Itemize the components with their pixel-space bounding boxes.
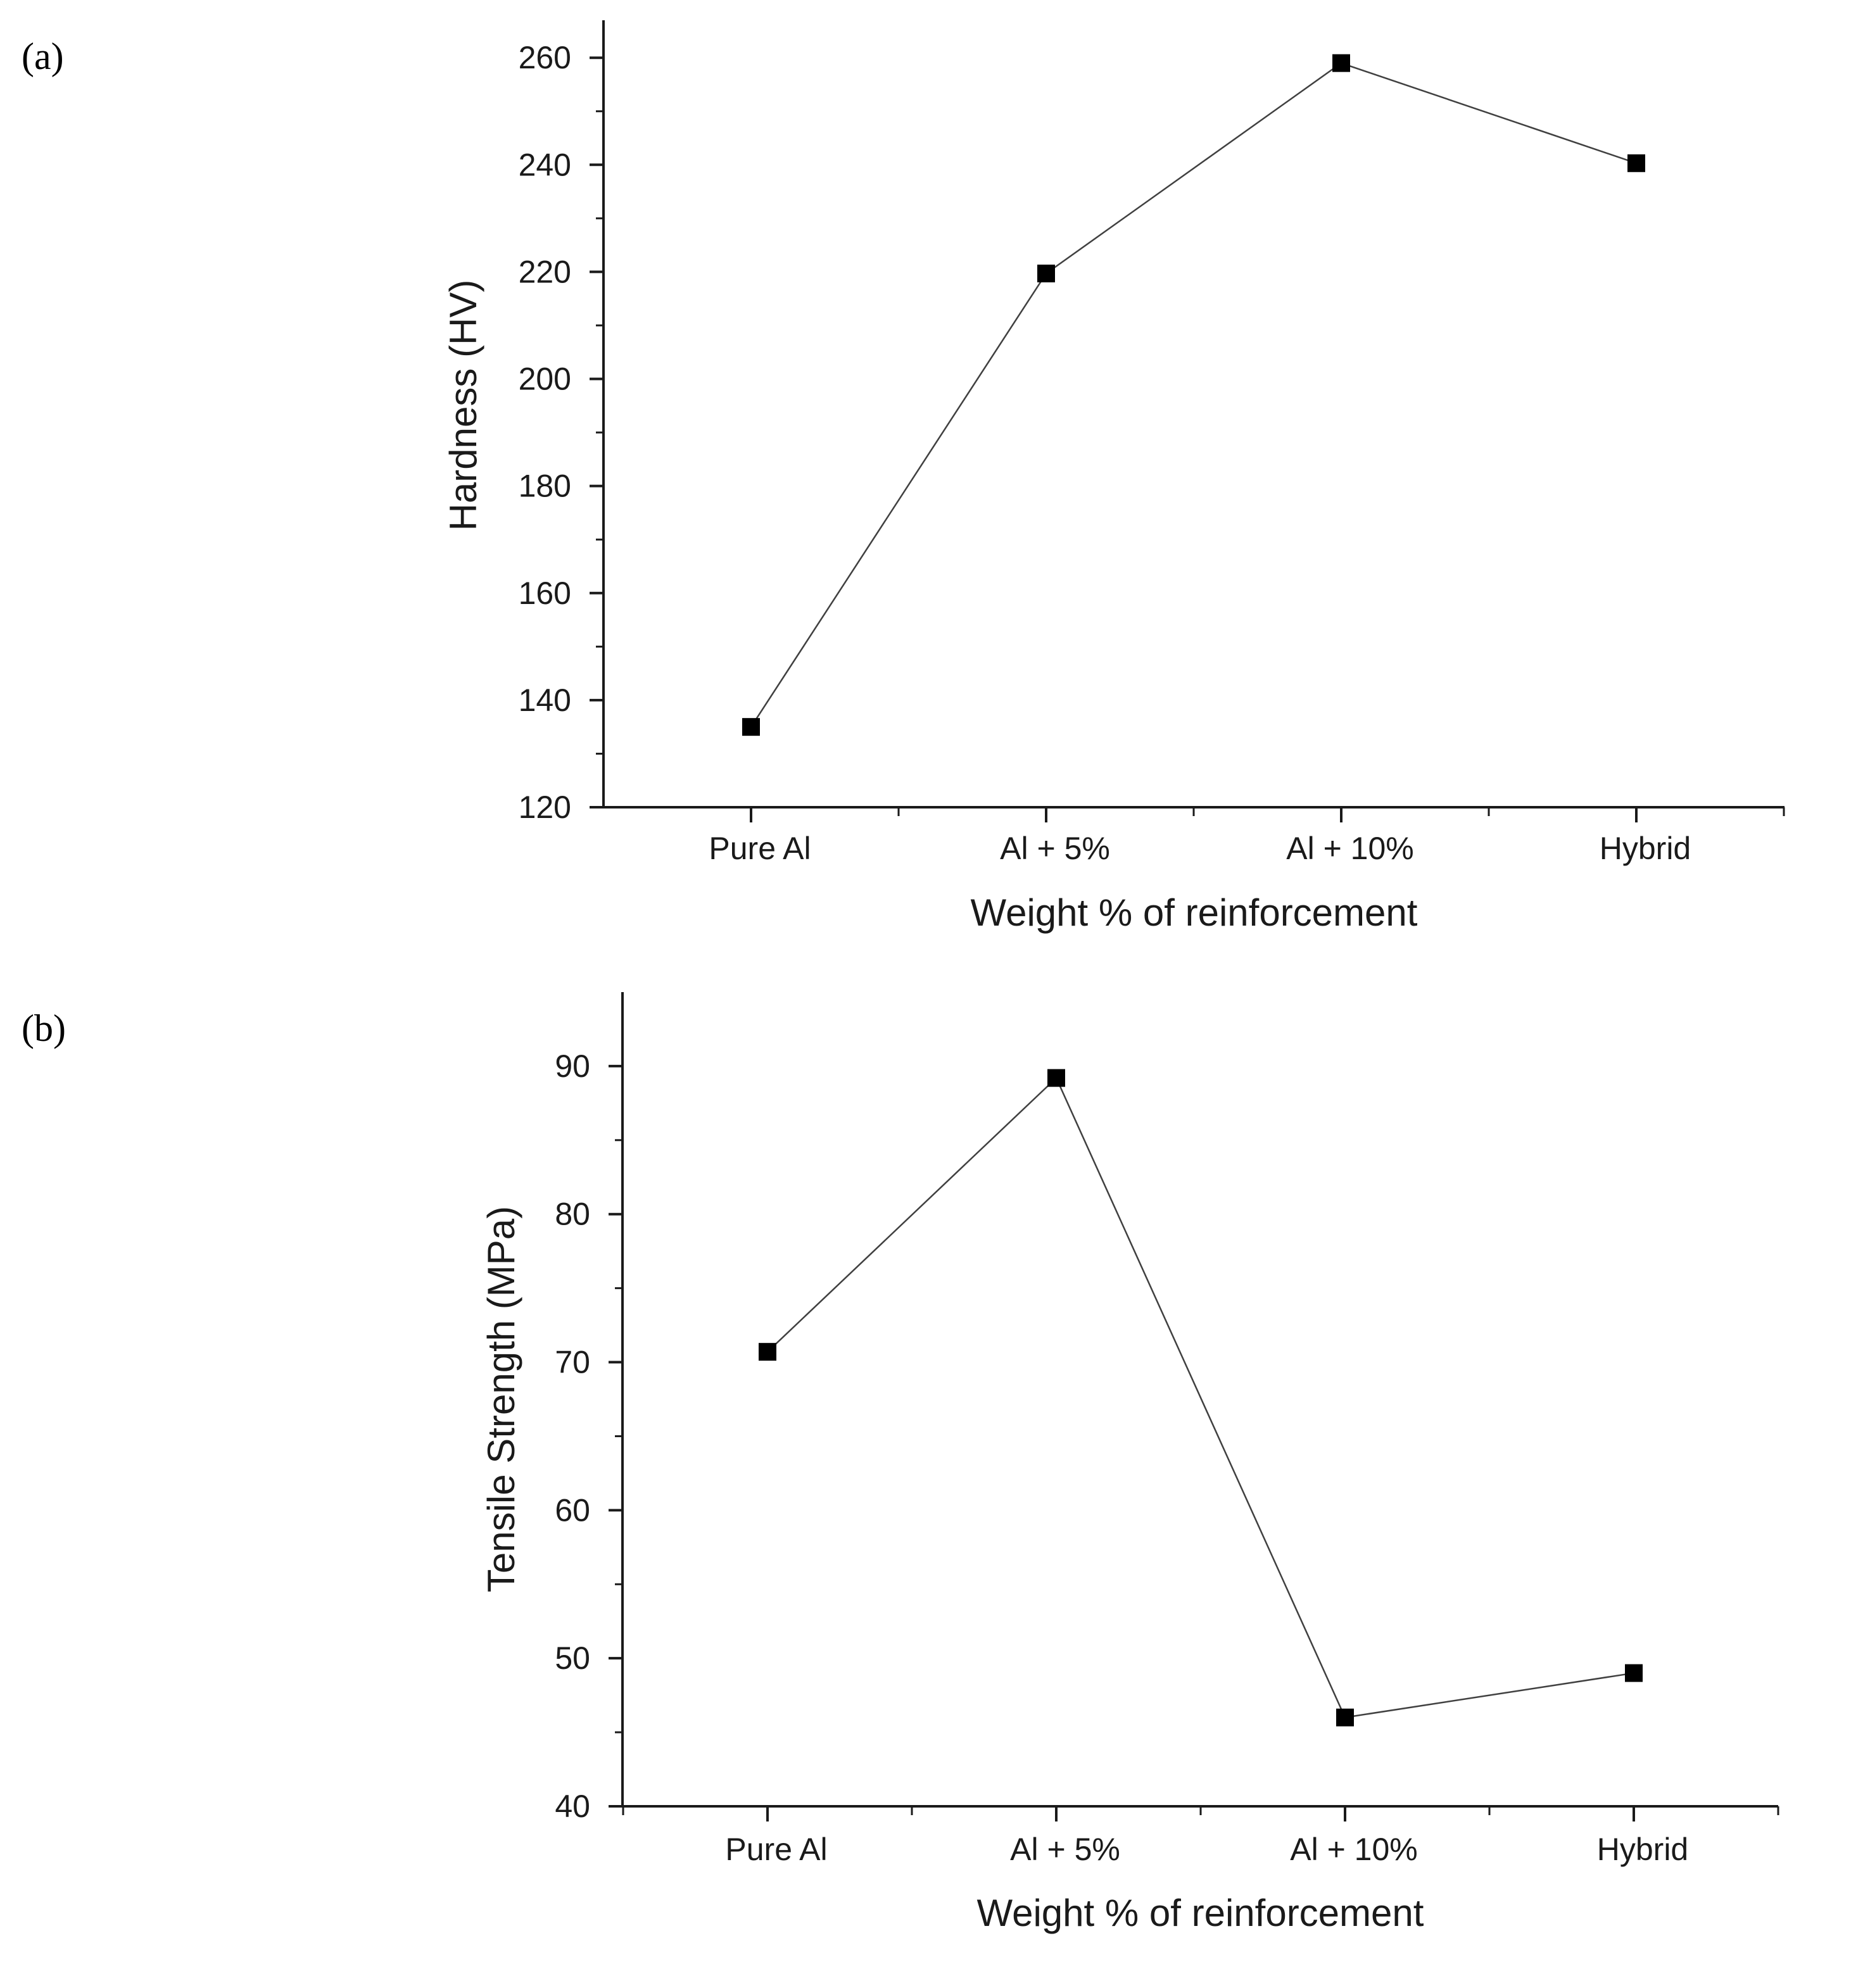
data-point-marker — [1037, 264, 1055, 282]
x-axis-title: Weight % of reinforcement — [971, 891, 1418, 934]
x-tick-label: Al + 10% — [1286, 831, 1414, 866]
y-tick-label: 200 — [519, 362, 571, 397]
x-tick-label: Pure Al — [725, 1832, 827, 1867]
data-point-marker — [1047, 1069, 1065, 1087]
data-point-marker — [1336, 1708, 1354, 1727]
y-axis-title: Hardness (HV) — [442, 280, 484, 531]
y-tick-label: 80 — [555, 1197, 590, 1232]
x-tick-label: Hybrid — [1597, 1832, 1688, 1867]
data-point-marker — [1332, 54, 1350, 72]
series-line — [767, 1076, 1634, 1719]
y-tick-label: 260 — [519, 40, 571, 75]
y-tick-label: 240 — [519, 147, 571, 182]
x-tick-label: Al + 5% — [1010, 1832, 1120, 1867]
x-tick-label: Al + 10% — [1290, 1832, 1418, 1867]
x-tick-label: Al + 5% — [1000, 831, 1110, 866]
y-tick-label: 220 — [519, 254, 571, 289]
series-line — [750, 62, 1637, 727]
x-tick-label: Pure Al — [709, 831, 811, 866]
data-point-marker — [1627, 154, 1645, 172]
y-tick-label: 140 — [519, 683, 571, 718]
data-point-marker — [742, 718, 760, 736]
x-axis-title: Weight % of reinforcement — [977, 1892, 1424, 1934]
y-tick-label: 40 — [555, 1789, 590, 1824]
y-tick-label: 50 — [555, 1640, 590, 1676]
x-tick-label: Hybrid — [1600, 831, 1691, 866]
y-tick-label: 60 — [555, 1492, 590, 1528]
y-tick-label: 180 — [519, 469, 571, 504]
data-point-marker — [759, 1343, 776, 1361]
y-tick-label: 160 — [519, 576, 571, 611]
y-axis-title: Tensile Strength (MPa) — [480, 1206, 522, 1592]
y-tick-label: 70 — [555, 1345, 590, 1380]
y-tick-label: 90 — [555, 1048, 590, 1084]
panel-label-a: (a) — [22, 35, 64, 77]
data-point-marker — [1625, 1664, 1643, 1682]
y-tick-label: 120 — [519, 790, 571, 825]
panel-label-b: (b) — [22, 1007, 66, 1049]
